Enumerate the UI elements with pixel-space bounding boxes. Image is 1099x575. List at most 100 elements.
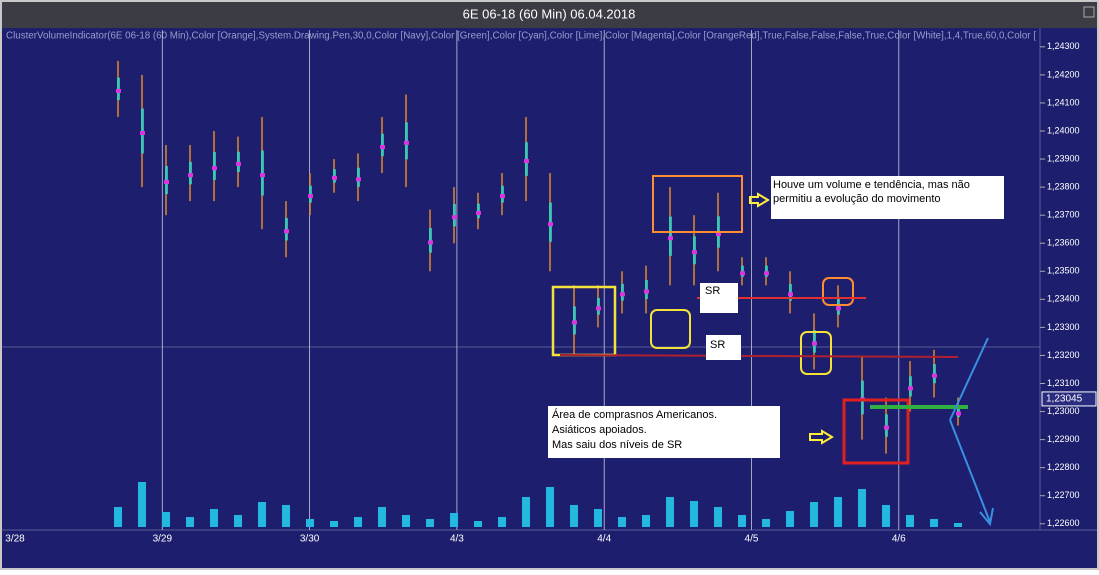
y-tick-label: 1,24000 <box>1047 125 1080 135</box>
y-tick-label: 1,23700 <box>1047 210 1080 220</box>
volume-bar <box>738 515 746 527</box>
volume-bar <box>570 505 578 527</box>
note-top-fo: Houve um volume e tendência, mas não per… <box>773 179 970 205</box>
volume-bar <box>450 513 458 527</box>
y-tick-label: 1,23800 <box>1047 181 1080 191</box>
y-tick-label: 1,22600 <box>1047 518 1080 528</box>
cluster-max <box>308 194 313 199</box>
cluster-max <box>284 229 289 234</box>
note-box <box>771 176 1004 219</box>
close-button[interactable] <box>1083 6 1095 18</box>
note-top: Houve um volume e tendência, mas não per… <box>773 179 970 205</box>
cluster-max <box>620 292 625 297</box>
cluster <box>453 203 456 227</box>
y-tick-label: 1,23400 <box>1047 294 1080 304</box>
volume-bar <box>930 519 938 527</box>
cluster-max <box>884 425 889 430</box>
cluster-max <box>380 145 385 150</box>
y-tick-label: 1,22800 <box>1047 462 1080 472</box>
note-line: Asiáticos apoiados. <box>552 424 647 436</box>
arrow-left <box>749 192 770 208</box>
cluster-max <box>188 173 193 178</box>
cluster-max <box>524 159 529 164</box>
cluster-max <box>356 177 361 182</box>
volume-bar <box>882 505 890 527</box>
cluster-max <box>788 292 793 297</box>
sr-box <box>700 283 738 313</box>
last-price-box <box>1041 391 1097 407</box>
note-box <box>548 406 780 458</box>
y-tick-label: 1,23900 <box>1047 153 1080 163</box>
cluster-max <box>404 140 409 145</box>
y-tick-label: 1,23300 <box>1047 322 1080 332</box>
cluster-max <box>164 180 169 185</box>
volume-bar <box>330 521 338 527</box>
volume-bar <box>594 509 602 527</box>
volume-bar <box>402 515 410 527</box>
y-tick-label: 1,22900 <box>1047 434 1080 444</box>
box-orange <box>822 277 854 306</box>
cluster-max <box>500 194 505 199</box>
box-yellow <box>650 309 691 349</box>
cluster-max <box>116 88 121 93</box>
y-tick-label: 1,23500 <box>1047 266 1080 276</box>
cluster-max <box>452 215 457 220</box>
volume-bar <box>138 482 146 527</box>
volume-bar <box>474 521 482 527</box>
cluster-max <box>260 173 265 178</box>
cluster-max <box>644 289 649 294</box>
cluster-max <box>236 161 241 166</box>
y-tick-label: 1,23000 <box>1047 406 1080 416</box>
x-tick-label: 4/3 <box>450 534 464 545</box>
volume-bar <box>282 505 290 527</box>
indicator-label: ClusterVolumeIndicator(6E 06-18 (60 Min)… <box>6 31 1036 42</box>
volume-bar <box>786 511 794 527</box>
volume-bar <box>186 517 194 527</box>
y-tick-label: 1,24200 <box>1047 69 1080 79</box>
volume-bar <box>690 501 698 527</box>
cluster-max <box>740 271 745 276</box>
arrow-right <box>809 429 834 445</box>
y-tick-label: 1,22700 <box>1047 490 1080 500</box>
y-tick-label: 1,24100 <box>1047 97 1080 107</box>
x-tick-label: 4/5 <box>745 534 759 545</box>
volume-bar <box>714 507 722 527</box>
cluster <box>357 167 360 187</box>
cluster-max <box>836 306 841 311</box>
cluster-max <box>332 175 337 180</box>
window-title: 6E 06-18 (60 Min) 06.04.2018 <box>463 6 636 21</box>
volume-bar <box>378 507 386 527</box>
cluster-max <box>428 240 433 245</box>
box-yellow <box>800 331 832 375</box>
note-line: Mas saiu dos níveis de SR <box>552 439 682 451</box>
x-tick-label: 3/30 <box>300 534 320 545</box>
y-tick-label: 1,23200 <box>1047 350 1080 360</box>
volume-bar <box>498 517 506 527</box>
volume-bar <box>258 502 266 527</box>
last-price-label: 1,23045 <box>1046 394 1083 405</box>
volume-bar <box>210 509 218 527</box>
x-tick-label: 4/4 <box>597 534 611 545</box>
cluster-max <box>908 386 913 391</box>
volume-bar <box>666 497 674 527</box>
cluster-max <box>932 373 937 378</box>
sr-box <box>706 335 741 360</box>
volume-bar <box>954 523 962 527</box>
x-tick-label: 3/29 <box>153 534 173 545</box>
box-red <box>842 398 910 465</box>
title-bar <box>2 2 1097 28</box>
cluster-max <box>212 166 217 171</box>
sr-label: SR <box>705 285 720 297</box>
volume-bar <box>162 512 170 527</box>
cluster-max <box>692 250 697 255</box>
cluster-max <box>956 411 961 416</box>
volume-bar <box>642 515 650 527</box>
trend-arrow <box>949 337 989 421</box>
volume-bar <box>906 515 914 527</box>
volume-bar <box>858 489 866 527</box>
cluster-max <box>548 222 553 227</box>
volume-bar <box>618 517 626 527</box>
y-tick-label: 1,23600 <box>1047 238 1080 248</box>
